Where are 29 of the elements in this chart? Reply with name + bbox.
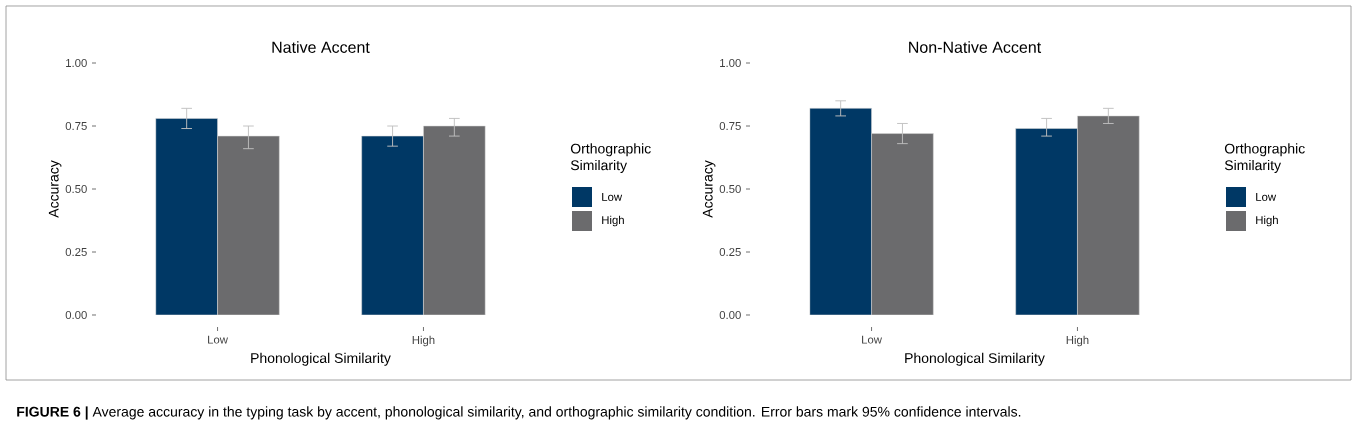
- y-tick-label: 0.50: [65, 185, 87, 194]
- y-tick-label: 0.75: [719, 122, 741, 131]
- x-tick-label: Low: [862, 335, 882, 344]
- legend-label: High: [602, 215, 624, 227]
- y-tick-label: 0.25: [65, 248, 87, 257]
- text: FIGURE 6 | Average accuracy in the typing task by accent, phonological similarity, and orthographic similarity condition. Error bars mark 95% confidence intervals.: [17, 406, 1021, 420]
- y-tick-label: 1.00: [66, 59, 87, 67]
- y-tick-label: 0.25: [719, 248, 741, 257]
- legend-label: Low: [1256, 193, 1277, 201]
- x-tick-label: Low: [208, 335, 228, 344]
- y-tick-label: 0.75: [65, 122, 87, 131]
- x-axis-title: Phonological Similarity: [251, 352, 391, 366]
- y-tick-label: 0.50: [719, 185, 741, 194]
- x-axis-title: Phonological Similarity: [905, 352, 1045, 366]
- legend-label: Low: [602, 193, 623, 201]
- y-axis-title: Accuracy: [702, 160, 716, 218]
- chart-title: Native Accent: [272, 41, 370, 53]
- chart-title: Non-Native Accent: [909, 41, 1042, 53]
- legend-label: High: [1256, 215, 1278, 227]
- legend-title: Orthographic Similarity: [1224, 143, 1305, 173]
- y-tick-label: 1.00: [720, 59, 741, 67]
- bar: [809, 108, 872, 315]
- legend-title: Orthographic Similarity: [570, 143, 651, 173]
- x-tick-label: High: [1066, 335, 1089, 347]
- y-tick-label: 0.00: [65, 311, 87, 320]
- x-tick-label: High: [412, 335, 435, 347]
- y-axis-title: Accuracy: [48, 160, 62, 218]
- y-tick-label: 0.00: [719, 311, 741, 320]
- bar: [1015, 128, 1078, 315]
